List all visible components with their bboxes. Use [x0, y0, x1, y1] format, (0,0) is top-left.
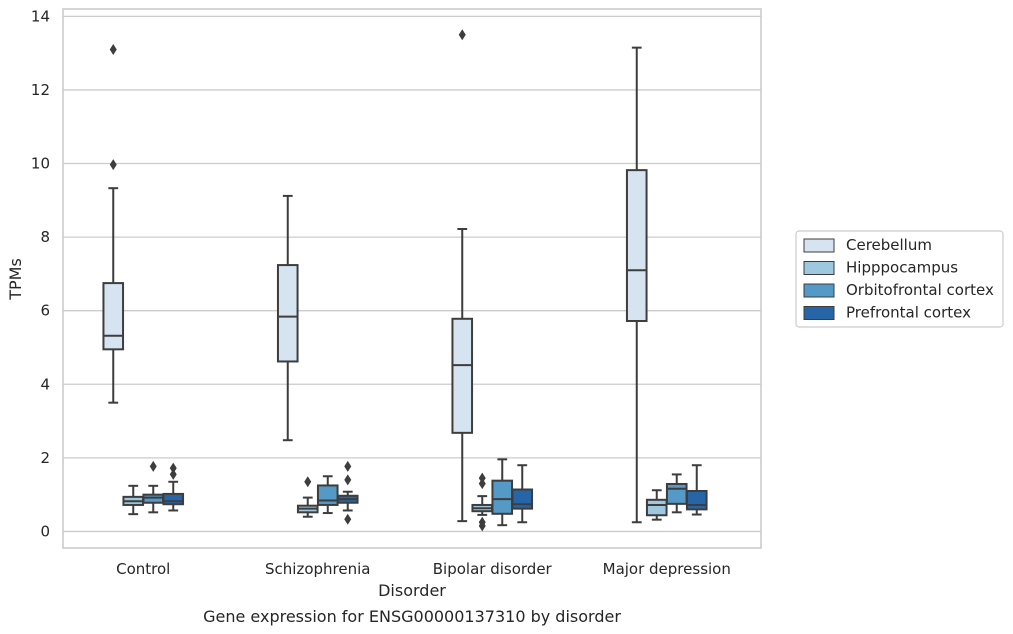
box-body — [276, 264, 299, 363]
legend: Cerebellum Hipppocampus Orbitofrontal cort… — [795, 230, 1004, 328]
box-prefrontal-cortex — [511, 464, 534, 524]
box-orbitofrontal-cortex — [142, 460, 165, 514]
outlier-point — [109, 43, 117, 55]
box-orbitofrontal-cortex — [665, 473, 688, 514]
outlier-point — [458, 29, 466, 41]
y-tick-label: 6 — [40, 302, 50, 320]
box-body — [511, 488, 534, 510]
box-body — [451, 317, 474, 434]
x-tick-label: Bipolar disorder — [433, 560, 553, 578]
legend-frame — [795, 230, 1004, 328]
x-tick-label: Schizophrenia — [265, 560, 370, 578]
box-hipppocampus — [471, 472, 494, 532]
y-tick-label: 4 — [40, 375, 50, 393]
y-tick-label: 8 — [40, 228, 50, 246]
x-tick-labels: Control Schizophrenia Bipolar disorder Majo… — [116, 560, 731, 578]
box-prefrontal-cortex — [685, 464, 708, 516]
box-hipppocampus — [296, 476, 319, 518]
box-body — [316, 484, 339, 506]
box-hipppocampus — [122, 484, 145, 516]
box-body — [142, 493, 165, 504]
box-orbitofrontal-cortex — [316, 475, 339, 515]
legend-label: Prefrontal cortex — [846, 304, 971, 322]
box-body — [162, 492, 185, 506]
plot-frame — [62, 8, 762, 549]
y-axis-title: TPMs — [6, 258, 25, 301]
box-body — [645, 498, 668, 517]
legend-swatch — [803, 283, 835, 298]
legend-label: Hipppocampus — [846, 259, 958, 277]
box-body — [491, 479, 514, 515]
box-cerebellum — [276, 194, 299, 442]
legend-swatch — [803, 306, 835, 320]
legend-swatch — [803, 261, 835, 275]
outlier-point — [478, 472, 486, 484]
outlier-point — [478, 516, 486, 528]
boxes — [102, 29, 708, 532]
x-tick-label: Major depression — [603, 560, 731, 578]
box-hipppocampus — [645, 489, 668, 521]
box-body — [685, 489, 708, 511]
box-cerebellum — [102, 43, 125, 404]
box-body — [102, 282, 125, 351]
box-prefrontal-cortex — [162, 462, 185, 512]
y-tick-label: 2 — [40, 449, 50, 467]
box-orbitofrontal-cortex — [491, 458, 514, 527]
box-body — [625, 169, 648, 322]
box-prefrontal-cortex — [336, 460, 359, 525]
outlier-point — [169, 462, 177, 474]
box-cerebellum — [451, 29, 474, 523]
outlier-point — [109, 159, 117, 171]
x-axis-title: Disorder — [378, 581, 446, 600]
box-cerebellum — [625, 46, 648, 524]
y-tick-labels: 0 2 4 6 8 10 12 14 — [31, 7, 50, 540]
figure-caption: Gene expression for ENSG00000137310 by d… — [203, 607, 621, 626]
y-tick-label: 10 — [31, 155, 50, 173]
gridlines — [63, 15, 761, 533]
x-tick-label: Control — [116, 560, 170, 578]
legend-swatch — [803, 238, 835, 253]
y-tick-label: 14 — [31, 7, 50, 25]
outlier-point — [149, 460, 157, 472]
outlier-point — [169, 468, 177, 480]
outlier-point — [304, 476, 312, 488]
legend-label: Cerebellum — [846, 236, 932, 254]
legend-label: Orbitofrontal cortex — [846, 281, 994, 299]
outlier-point — [344, 460, 352, 472]
outlier-point — [344, 474, 352, 486]
outlier-point — [344, 513, 352, 525]
y-tick-label: 0 — [40, 522, 50, 540]
box-body — [665, 482, 688, 505]
y-tick-label: 12 — [31, 81, 50, 99]
outlier-point — [478, 478, 486, 490]
